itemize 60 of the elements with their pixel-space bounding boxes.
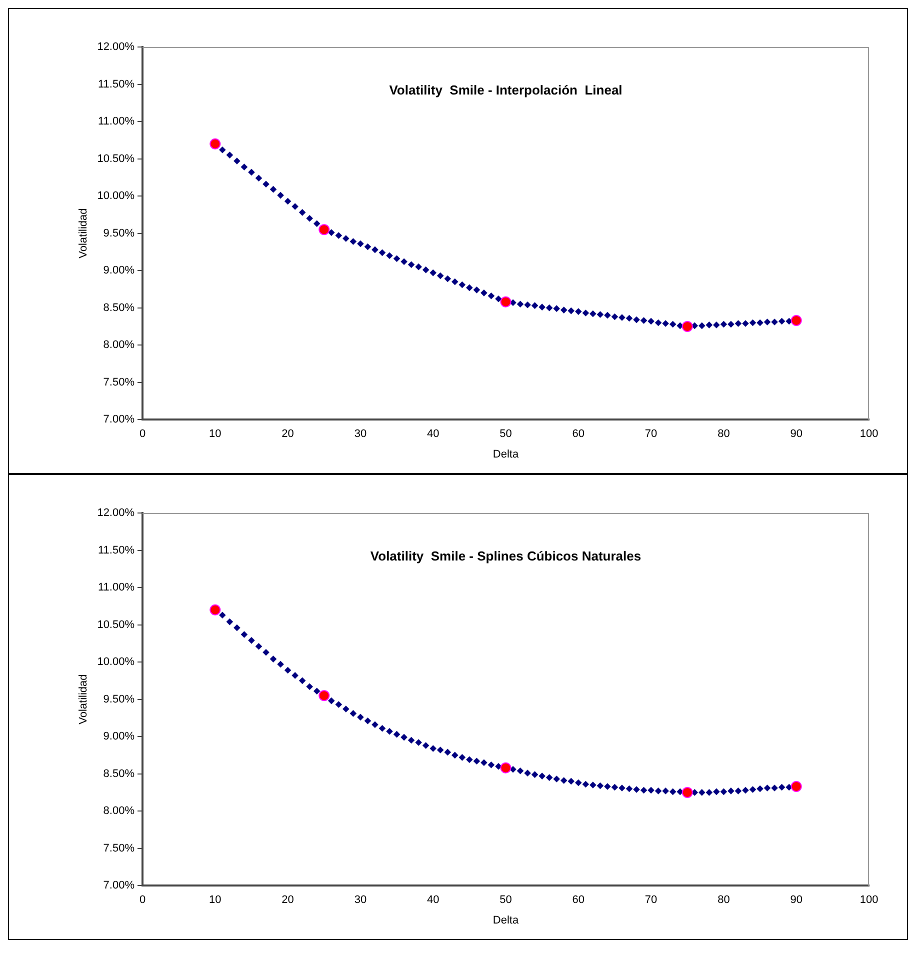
point <box>790 314 802 326</box>
x-tick-label: 80 <box>718 428 730 440</box>
y-axis-title: Volatilidad <box>78 674 90 724</box>
y-tick-label: 11.50% <box>98 544 135 556</box>
y-tick-label: 10.00% <box>97 190 135 202</box>
y-tick-label: 10.00% <box>97 656 135 668</box>
x-tick-label: 30 <box>354 894 367 906</box>
x-tick-label: 70 <box>644 428 658 440</box>
point <box>500 762 512 774</box>
x-tick-label: 90 <box>790 894 802 906</box>
y-tick-label: 12.00% <box>97 507 135 520</box>
x-tick-label: 0 <box>139 894 146 906</box>
x-tick-label: 40 <box>426 428 440 440</box>
y-tick-label: 8.50% <box>103 768 135 780</box>
y-tick-label: 9.00% <box>103 730 135 743</box>
x-tick-label: 100 <box>860 894 878 906</box>
y-tick-label: 10.50% <box>97 152 135 165</box>
point <box>682 320 693 332</box>
point <box>790 780 802 792</box>
y-tick-label: 7.50% <box>103 376 135 388</box>
y-tick-label: 9.50% <box>103 693 135 706</box>
x-tick-label: 90 <box>790 428 802 440</box>
x-tick-label: 40 <box>426 894 440 906</box>
y-tick-label: 11.00% <box>98 116 135 128</box>
y-tick-label: 11.00% <box>98 582 135 594</box>
x-tick-label: 20 <box>282 894 294 906</box>
y-tick-label: 7.00% <box>103 414 135 426</box>
point <box>210 138 221 150</box>
x-axis-title: Delta <box>492 448 520 460</box>
x-tick-label: 10 <box>209 894 222 906</box>
y-tick-label: 8.00% <box>103 339 135 352</box>
point <box>210 604 221 616</box>
text: Volatility Smile - Splines Cúbicos Naturales <box>370 548 642 564</box>
point <box>318 224 330 236</box>
y-tick-label: 7.50% <box>103 842 135 854</box>
x-tick-label: 100 <box>860 428 878 440</box>
y-tick-label: 7.00% <box>103 880 135 892</box>
point <box>500 296 512 308</box>
x-tick-label: 20 <box>282 428 294 440</box>
y-tick-label: 9.50% <box>103 227 135 240</box>
x-tick-label: 10 <box>209 428 222 440</box>
x-axis-title: Delta <box>492 914 520 926</box>
x-tick-label: 80 <box>718 894 730 906</box>
x-tick-label: 70 <box>644 894 658 906</box>
x-tick-label: 60 <box>572 428 585 440</box>
y-tick-label: 8.50% <box>103 302 135 314</box>
y-tick-label: 8.00% <box>103 805 135 818</box>
x-tick-label: 30 <box>354 428 367 440</box>
x-tick-label: 50 <box>500 894 512 906</box>
y-tick-label: 11.50% <box>98 78 135 90</box>
x-tick-label: 50 <box>500 428 512 440</box>
y-axis-title: Volatilidad <box>78 208 90 258</box>
point <box>682 786 693 798</box>
text: Volatility Smile - Interpolación Lineal <box>389 82 622 98</box>
x-tick-label: 0 <box>139 428 146 440</box>
y-tick-label: 9.00% <box>103 264 135 277</box>
x-tick-label: 60 <box>572 894 585 906</box>
y-tick-label: 10.50% <box>97 618 135 631</box>
point <box>318 690 330 702</box>
y-tick-label: 12.00% <box>97 41 135 54</box>
